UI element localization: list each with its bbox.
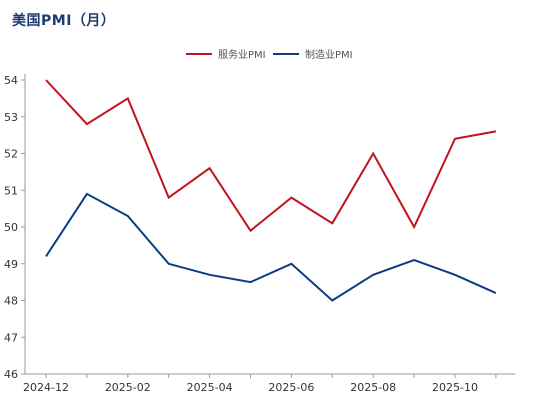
y-tick-label: 52 xyxy=(4,148,18,161)
axes: 46 47 48 49 50 51 52 53 54 2024-12 2025-02 2025-04 2… xyxy=(4,74,515,394)
x-tick-label: 2025-04 xyxy=(187,381,233,394)
y-tick-label: 49 xyxy=(4,258,18,271)
legend-label: 制造业PMI xyxy=(305,48,353,61)
legend-label: 服务业PMI xyxy=(218,48,266,61)
y-tick-label: 47 xyxy=(4,331,18,344)
series-line-manufacturing-pmi xyxy=(45,192,497,302)
y-tick-label: 51 xyxy=(4,184,18,197)
x-tick-label: 2025-10 xyxy=(432,381,478,394)
y-tick-label: 46 xyxy=(4,368,18,381)
x-tick-label: 2024-12 xyxy=(23,381,69,394)
y-tick-label: 54 xyxy=(4,74,18,87)
y-tick-label: 48 xyxy=(4,295,18,308)
series-layer xyxy=(45,79,497,302)
y-tick-label: 53 xyxy=(4,111,18,124)
x-tick-label: 2025-02 xyxy=(105,381,151,394)
x-tick-label: 2025-08 xyxy=(350,381,396,394)
x-tick-label: 2025-06 xyxy=(268,381,314,394)
series-line-services-pmi xyxy=(45,79,497,233)
y-tick-label: 50 xyxy=(4,221,18,234)
legend: 服务业PMI 制造业PMI xyxy=(186,48,353,61)
chart-title: 美国PMI（月） xyxy=(12,13,116,29)
